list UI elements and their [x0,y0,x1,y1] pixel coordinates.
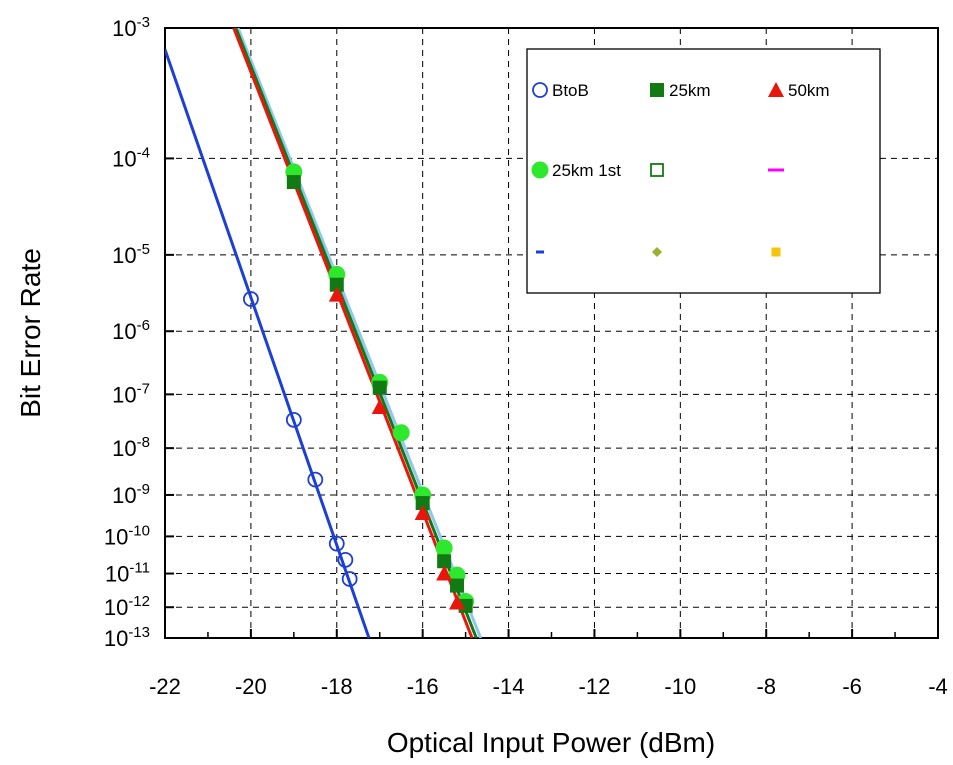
legend-label: 50km [788,81,830,100]
data-point [415,496,430,511]
x-tick-label: -14 [493,674,525,699]
y-tick-label: 10-10 [104,522,150,549]
data-point [414,504,431,520]
data-point [285,411,302,428]
data-point [328,286,345,302]
y-tick-label: 10-4 [112,144,150,171]
x-tick-label: -22 [149,674,181,699]
x-tick-label: -12 [579,674,611,699]
legend-label: 25km [669,81,711,100]
legend-marker-4 [531,161,549,179]
fit-lines [165,28,483,638]
x-tick-labels: -22 -20 -18 -16 -14 -12 -10 -8 -6 -4 [149,674,948,699]
axis-ticks [164,27,939,639]
legend-marker-8 [652,247,662,257]
legend-label: 25km 1st [552,161,621,180]
legend-marker-7 [536,250,544,254]
x-tick-label: -10 [664,674,696,699]
data-markers [242,163,475,613]
x-tick-label: -18 [321,674,353,699]
y-tick-labels: 10-3 10-4 10-5 10-6 10-7 10-8 10-9 10-10 10-11 10… [104,14,150,651]
y-axis-title: Bit Error Rate [15,248,46,418]
data-point [242,291,259,307]
legend-marker-9 [771,247,781,257]
y-tick-label: 10-8 [112,434,150,461]
data-point [435,539,453,557]
data-point [341,571,358,587]
data-point [450,578,465,593]
y-tick-label: 10-5 [112,241,150,268]
legend-marker-5 [650,163,664,177]
y-tick-label: 10-3 [112,14,150,41]
x-tick-label: -8 [756,674,776,699]
x-tick-label: -20 [235,674,267,699]
data-point [371,398,388,414]
x-axis-title: Optical Input Power (dBm) [387,727,715,758]
data-point [437,554,452,569]
y-tick-label: 10-13 [104,624,150,651]
data-point [436,565,453,581]
data-point [286,175,301,190]
legend-box [526,48,881,294]
y-tick-label: 10-12 [104,593,150,620]
data-point [337,551,354,568]
legend-marker-6 [768,168,784,172]
y-tick-label: 10-11 [105,560,150,587]
y-tick-label: 10-9 [112,481,150,508]
x-tick-label: -4 [928,674,948,699]
legend-marker-2 [650,83,664,97]
legend: BtoB 25km 50km 25km 1st [526,48,881,294]
y-tick-label: 10-6 [112,317,150,344]
fit-line [165,49,371,638]
data-point [329,277,344,292]
fit-line [234,28,478,638]
legend-label: BtoB [552,81,589,100]
fit-line [236,28,483,638]
data-point [372,380,387,395]
x-tick-label: -16 [407,674,439,699]
legend-marker-1 [532,82,548,98]
data-point [449,594,466,610]
y-tick-label: 10-7 [112,380,150,407]
data-point [328,535,345,552]
legend-marker-3 [768,82,784,97]
fit-line [232,28,474,638]
data-point [392,424,410,442]
data-point [307,471,324,488]
x-tick-label: -6 [842,674,862,699]
